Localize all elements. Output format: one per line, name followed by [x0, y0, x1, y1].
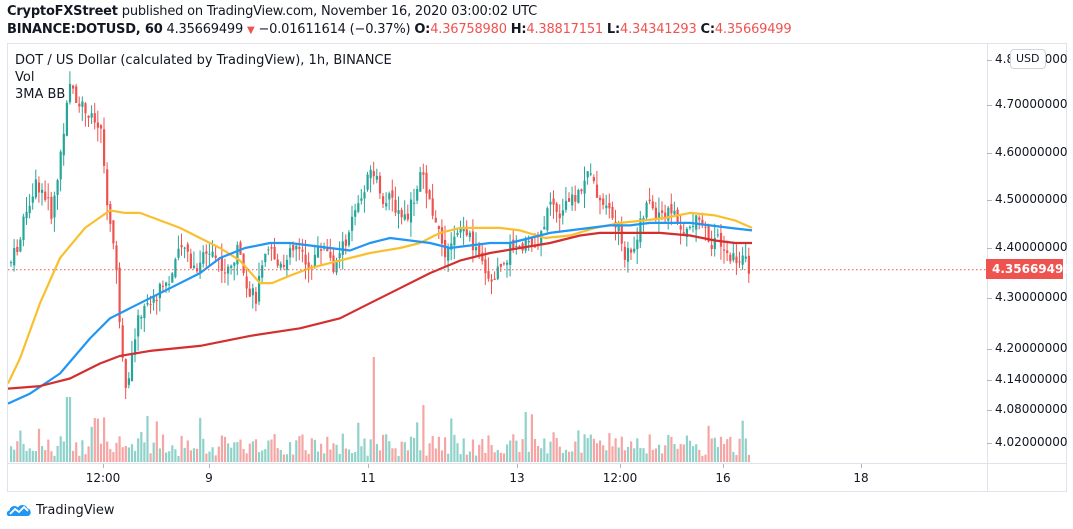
time-tick-label: 16 [715, 471, 731, 485]
published-text: published on TradingView.com, November 1… [121, 4, 538, 19]
time-tick-mark [103, 464, 104, 468]
price-tick-mark [987, 298, 992, 299]
price-tick-label: 4.02000000 [995, 435, 1068, 449]
close-label: C: [700, 22, 716, 37]
low-value: 4.34341293 [620, 22, 697, 37]
price-tick-mark [987, 349, 992, 350]
time-tick-label: 12:00 [85, 471, 121, 485]
price-tick-label: 4.30000000 [995, 290, 1068, 304]
price-tick-label: 4.08000000 [995, 402, 1068, 416]
price-tick-label: 4.70000000 [995, 97, 1068, 111]
volume-bars [10, 357, 750, 462]
low-label: L: [606, 22, 620, 37]
chart-legend: DOT / US Dollar (calculated by TradingVi… [15, 52, 392, 103]
price-tick-mark [987, 153, 992, 154]
ma-slow-line [8, 231, 752, 390]
price-tick-mark [987, 443, 992, 444]
open-label: O: [414, 22, 431, 37]
price-tick-label: 4.40000000 [995, 240, 1068, 254]
high-label: H: [510, 22, 527, 37]
price-tick-mark [987, 410, 992, 411]
time-tick-mark [209, 464, 210, 468]
tradingview-brand[interactable]: TradingView [6, 502, 115, 518]
price-tick-mark [987, 105, 992, 106]
symbol-label: BINANCE:DOTUSD, 60 [7, 22, 163, 37]
ohlc-row: BINANCE:DOTUSD, 60 4.35669499 ▼ −0.01611… [7, 22, 792, 37]
time-tick-label: 13 [509, 471, 525, 485]
price-tick-mark [987, 380, 992, 381]
author-name[interactable]: CryptoFXStreet [7, 4, 118, 19]
price-tick-mark [987, 60, 992, 61]
time-tick-mark [517, 464, 518, 468]
currency-button[interactable]: USD [1010, 49, 1046, 69]
chart-frame [7, 43, 1067, 492]
price-tick-mark [987, 248, 992, 249]
price-tick-label: 4.20000000 [995, 341, 1068, 355]
price-change: −0.01611614 (−0.37%) [258, 22, 411, 37]
price-tick-mark [987, 200, 992, 201]
down-triangle-icon: ▼ [247, 25, 255, 36]
time-tick-mark [723, 464, 724, 468]
open-value: 4.36758980 [430, 22, 507, 37]
publish-info: CryptoFXStreet published on TradingView.… [7, 4, 537, 19]
price-tick-label: 4.60000000 [995, 145, 1068, 159]
time-axis-divider [7, 463, 1067, 464]
time-tick-mark [620, 464, 621, 468]
price-tick-label: 4.50000000 [995, 192, 1068, 206]
time-tick-label: 12:00 [602, 471, 638, 485]
volume-indicator-label[interactable]: Vol [15, 70, 35, 85]
price-tick-label: 4.14000000 [995, 372, 1068, 386]
series-title[interactable]: DOT / US Dollar (calculated by TradingVi… [15, 53, 392, 68]
ma-fast-line [8, 209, 753, 384]
tradingview-cloud-icon [6, 504, 31, 516]
candlesticks [10, 71, 750, 400]
close-value: 4.35669499 [714, 22, 792, 37]
last-price: 4.35669499 [166, 22, 244, 37]
time-tick-mark [861, 464, 862, 468]
ma-mid-line [8, 221, 753, 405]
time-tick-label: 11 [360, 471, 376, 485]
ma-indicator-label[interactable]: 3MA BB [15, 87, 66, 102]
brand-name: TradingView [36, 502, 115, 518]
current-price-label: 4.35669499 [986, 259, 1072, 279]
time-tick-label: 18 [853, 471, 869, 485]
time-tick-mark [368, 464, 369, 468]
time-tick-label: 9 [205, 471, 213, 485]
high-value: 4.38817151 [526, 22, 603, 37]
